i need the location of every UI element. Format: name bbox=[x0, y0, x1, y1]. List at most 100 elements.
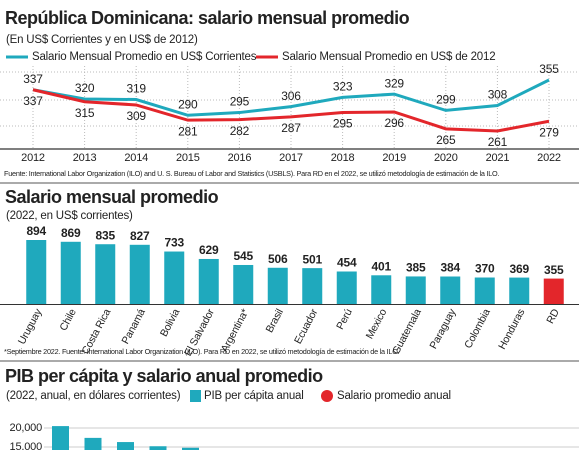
bar bbox=[149, 446, 167, 450]
data-label: 282 bbox=[230, 124, 250, 138]
data-label: 315 bbox=[75, 106, 95, 120]
x-tick-label: 2012 bbox=[21, 152, 45, 164]
legend-swatch bbox=[190, 390, 201, 402]
bar bbox=[371, 275, 392, 304]
source-note: Fuente: International Labor Organization… bbox=[4, 169, 499, 178]
data-label: 370 bbox=[475, 262, 495, 276]
data-label: 281 bbox=[178, 124, 198, 138]
x-tick-label: 2014 bbox=[124, 152, 148, 164]
x-tick-label: Chile bbox=[57, 307, 79, 333]
data-label: 355 bbox=[539, 62, 559, 76]
line bbox=[32, 78, 550, 117]
data-label: 265 bbox=[436, 133, 456, 147]
x-tick-label: Brasil bbox=[263, 307, 285, 335]
legend-label: Salario promedio anual bbox=[337, 390, 451, 402]
data-label: 506 bbox=[268, 252, 288, 266]
data-label: 287 bbox=[281, 121, 301, 135]
x-tick-label: Honduras bbox=[496, 307, 527, 351]
data-label: 320 bbox=[75, 81, 95, 95]
legend-swatch bbox=[321, 390, 333, 402]
chart-subtitle: (2022, anual, en dólares corrientes) bbox=[6, 390, 181, 402]
data-label: 385 bbox=[406, 261, 426, 275]
bar bbox=[336, 271, 357, 304]
data-label: 894 bbox=[27, 224, 47, 238]
data-label: 296 bbox=[384, 116, 404, 130]
data-label: 355 bbox=[544, 263, 564, 277]
x-tick-label: Perú bbox=[334, 307, 355, 332]
x-tick-label: Ecuador bbox=[292, 306, 321, 346]
x-tick-label: 2020 bbox=[434, 152, 458, 164]
chart-title: PIB per cápita y salario anual promedio bbox=[5, 366, 323, 386]
bar bbox=[543, 278, 564, 304]
bar bbox=[84, 437, 102, 450]
data-label: 308 bbox=[488, 88, 508, 102]
bar bbox=[52, 426, 69, 450]
data-label: 629 bbox=[199, 243, 219, 257]
bar bbox=[164, 251, 185, 304]
bar bbox=[233, 264, 254, 304]
bar bbox=[117, 442, 134, 450]
x-tick-label: Bolivia bbox=[158, 307, 183, 339]
x-tick-label: RD bbox=[544, 307, 562, 326]
x-tick-label: Mexico bbox=[364, 307, 390, 341]
data-label: 869 bbox=[61, 226, 81, 240]
x-tick-label: 2013 bbox=[73, 152, 97, 164]
bar bbox=[302, 268, 323, 304]
bar bbox=[509, 277, 530, 304]
legend-label: PIB per cápita anual bbox=[204, 390, 304, 402]
chart-title: Salario mensual promedio bbox=[5, 187, 219, 207]
x-tick-label: 2017 bbox=[279, 152, 303, 164]
data-label: 279 bbox=[539, 125, 559, 139]
y-tick-label: 20,000 bbox=[10, 422, 43, 434]
x-tick-label: Guatemala bbox=[390, 307, 424, 357]
data-label: 295 bbox=[333, 117, 353, 131]
bar bbox=[474, 277, 495, 304]
data-label: 337 bbox=[23, 72, 43, 86]
line bbox=[32, 88, 550, 133]
data-label: 384 bbox=[441, 261, 461, 275]
bar bbox=[267, 267, 288, 304]
x-tick-label: Panamá bbox=[119, 307, 148, 346]
x-tick-label: 2018 bbox=[331, 152, 355, 164]
chart-subtitle: (2022, en US$ corrientes) bbox=[6, 210, 133, 222]
chart-title: República Dominicana: salario mensual pr… bbox=[5, 8, 410, 28]
x-tick-label: 2021 bbox=[486, 152, 510, 164]
data-label: 329 bbox=[384, 76, 404, 90]
x-tick-label: Paraguay bbox=[427, 306, 458, 351]
data-label: 295 bbox=[230, 95, 250, 109]
x-tick-label: Uruguay bbox=[16, 306, 45, 346]
chart-subtitle: (En US$ Corrientes y en US$ de 2012) bbox=[6, 34, 198, 46]
data-label: 323 bbox=[333, 80, 353, 94]
data-label: 369 bbox=[510, 262, 530, 276]
data-label: 337 bbox=[23, 94, 43, 108]
x-tick-label: Colombia bbox=[462, 307, 493, 351]
bar bbox=[26, 240, 47, 304]
data-label: 733 bbox=[165, 236, 185, 250]
legend-label: Salario Mensual Promedio en US$ Corrient… bbox=[32, 51, 257, 63]
data-label: 401 bbox=[372, 259, 392, 273]
data-label: 454 bbox=[337, 256, 357, 270]
data-label: 501 bbox=[303, 252, 323, 266]
bar bbox=[405, 276, 426, 304]
data-label: 309 bbox=[126, 109, 146, 123]
x-tick-label: 2016 bbox=[228, 152, 252, 164]
bar bbox=[440, 276, 461, 304]
data-label: 306 bbox=[281, 89, 301, 103]
legend-label: Salario Mensual Promedio en US$ de 2012 bbox=[282, 51, 495, 63]
x-tick-label: 2015 bbox=[176, 152, 200, 164]
x-tick-label: 2022 bbox=[537, 152, 561, 164]
data-label: 261 bbox=[488, 135, 508, 149]
bar bbox=[182, 447, 199, 450]
data-label: 545 bbox=[234, 249, 254, 263]
x-tick-label: 2019 bbox=[382, 152, 406, 164]
data-label: 290 bbox=[178, 97, 198, 111]
data-label: 319 bbox=[126, 82, 146, 96]
bar bbox=[60, 241, 81, 304]
bar bbox=[95, 244, 116, 304]
data-label: 299 bbox=[436, 93, 456, 107]
bar bbox=[198, 258, 219, 304]
bar bbox=[129, 244, 150, 304]
data-label: 827 bbox=[130, 229, 150, 243]
source-note: *Septiembre 2022. Fuente: International … bbox=[4, 347, 400, 356]
